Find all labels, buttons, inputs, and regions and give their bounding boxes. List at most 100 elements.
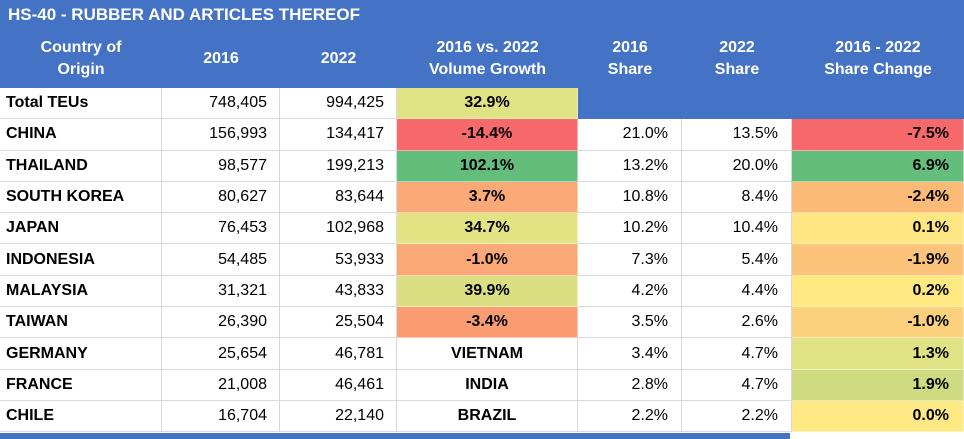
cell-country[interactable]: TAIWAN bbox=[0, 307, 162, 339]
cell-2016[interactable]: 54,485 bbox=[162, 244, 280, 276]
cell-country[interactable]: FRANCE bbox=[0, 369, 162, 401]
table-title-bar[interactable]: HS-40 - RUBBER AND ARTICLES THEREOF bbox=[0, 0, 964, 30]
cell-2022-share[interactable]: 2.2% bbox=[682, 400, 792, 433]
table-row: FRANCE 21,008 46,461 INDIA 2.8% 4.7% 1.9% bbox=[0, 369, 964, 401]
cell-2016[interactable]: 16,704 bbox=[162, 400, 280, 433]
cell-volume-growth[interactable]: -14.4% bbox=[397, 119, 578, 151]
cell-country[interactable]: GERMANY bbox=[0, 338, 162, 370]
header-label: 2022 bbox=[320, 49, 357, 67]
cell-volume-growth[interactable]: VIETNAM bbox=[397, 338, 578, 370]
cell-2022[interactable]: 199,213 bbox=[280, 150, 397, 182]
cell-2022-share[interactable]: 5.4% bbox=[682, 244, 792, 276]
table-row: Total TEUs 748,405 994,425 32.9% bbox=[0, 88, 964, 120]
cell-2016-share[interactable]: 13.2% bbox=[578, 150, 682, 182]
cell-2016[interactable]: 748,405 bbox=[162, 88, 280, 120]
cell-2016[interactable]: 80,627 bbox=[162, 181, 280, 214]
cell-share-change[interactable]: 6.9% bbox=[792, 150, 964, 182]
cell-share-change[interactable]: -1.0% bbox=[792, 307, 964, 339]
cell-2016-share[interactable]: 7.3% bbox=[578, 244, 682, 276]
header-label: Share bbox=[607, 61, 653, 78]
cell-2022[interactable]: 46,781 bbox=[280, 338, 397, 370]
table-row: CHINA 156,993 134,417 -14.4% 21.0% 13.5% -7.5% bbox=[0, 119, 964, 151]
cell-country[interactable]: JAPAN bbox=[0, 213, 162, 245]
cell-country[interactable]: Total TEUs bbox=[0, 88, 162, 120]
cell-2016[interactable]: 21,008 bbox=[162, 369, 280, 401]
cell-share-change[interactable]: -2.4% bbox=[792, 181, 964, 214]
cell-2016-share[interactable]: 10.8% bbox=[578, 181, 682, 214]
cell-volume-growth[interactable]: 32.9% bbox=[397, 88, 578, 120]
cell-share-change[interactable]: 0.2% bbox=[792, 275, 964, 308]
cell-2022[interactable]: 46,461 bbox=[280, 369, 397, 401]
cell-2022[interactable]: 102,968 bbox=[280, 213, 397, 245]
cell-country[interactable]: THAILAND bbox=[0, 150, 162, 182]
cell-2022[interactable]: 22,140 bbox=[280, 400, 397, 433]
table-body: Total TEUs 748,405 994,425 32.9% CHINA 156,99… bbox=[0, 88, 964, 433]
cell-share-change[interactable]: 0.1% bbox=[792, 213, 964, 245]
cell-2016[interactable]: 25,654 bbox=[162, 338, 280, 370]
header-cell-share-change[interactable]: 2016 - 2022 Share Change bbox=[792, 30, 964, 88]
cell-share-change[interactable]: -7.5% bbox=[792, 119, 964, 151]
cell-2016-share[interactable]: 3.4% bbox=[578, 338, 682, 370]
header-cell-2016-share[interactable]: 2016 Share bbox=[578, 30, 682, 88]
cell-volume-growth[interactable]: INDIA bbox=[397, 369, 578, 401]
table-row: TAIWAN 26,390 25,504 -3.4% 3.5% 2.6% -1.0% bbox=[0, 307, 964, 339]
cell-2022[interactable]: 43,833 bbox=[280, 275, 397, 308]
header-label: 2022 bbox=[719, 38, 755, 56]
cell-2022-share[interactable]: 13.5% bbox=[682, 119, 792, 151]
header-cell-volume-growth[interactable]: 2016 vs. 2022 Volume Growth bbox=[397, 30, 578, 88]
cell-share-change[interactable]: 1.9% bbox=[792, 369, 964, 401]
cell-volume-growth[interactable]: 3.7% bbox=[397, 181, 578, 214]
cell-2022[interactable]: 134,417 bbox=[280, 119, 397, 151]
header-label: Share bbox=[714, 61, 760, 78]
cell-volume-growth[interactable]: BRAZIL bbox=[397, 400, 578, 433]
cell-share-change[interactable]: 1.3% bbox=[792, 338, 964, 370]
header-cell-2022[interactable]: 2022 bbox=[280, 30, 397, 88]
cell-2016-share[interactable]: 10.2% bbox=[578, 213, 682, 245]
cell-2016[interactable]: 26,390 bbox=[162, 307, 280, 339]
cell-2016-share[interactable] bbox=[578, 88, 682, 120]
cell-2022-share[interactable]: 10.4% bbox=[682, 213, 792, 245]
header-cell-2022-share[interactable]: 2022 Share bbox=[682, 30, 792, 88]
cell-2022[interactable]: 83,644 bbox=[280, 181, 397, 214]
cell-volume-growth[interactable]: 39.9% bbox=[397, 275, 578, 308]
cell-share-change[interactable] bbox=[792, 88, 964, 120]
cell-2022-share[interactable]: 4.7% bbox=[682, 369, 792, 401]
header-cell-country[interactable]: Country of Origin bbox=[0, 30, 162, 88]
cell-2022-share[interactable]: 4.4% bbox=[682, 275, 792, 308]
cell-2016[interactable]: 31,321 bbox=[162, 275, 280, 308]
header-label: Country of bbox=[40, 38, 122, 56]
header-cell-2016[interactable]: 2016 bbox=[162, 30, 280, 88]
cell-volume-growth[interactable]: -1.0% bbox=[397, 244, 578, 276]
cell-country[interactable]: CHILE bbox=[0, 400, 162, 433]
cell-2022-share[interactable]: 20.0% bbox=[682, 150, 792, 182]
cell-volume-growth[interactable]: 102.1% bbox=[397, 150, 578, 182]
cell-2022[interactable]: 994,425 bbox=[280, 88, 397, 120]
cell-2022-share[interactable]: 4.7% bbox=[682, 338, 792, 370]
cell-volume-growth[interactable]: 34.7% bbox=[397, 213, 578, 245]
cell-2022[interactable]: 53,933 bbox=[280, 244, 397, 276]
cell-2016[interactable]: 156,993 bbox=[162, 119, 280, 151]
cell-2016-share[interactable]: 2.2% bbox=[578, 400, 682, 433]
table-row: MALAYSIA 31,321 43,833 39.9% 4.2% 4.4% 0.2% bbox=[0, 275, 964, 308]
cell-country[interactable]: SOUTH KOREA bbox=[0, 181, 162, 214]
cell-2016[interactable]: 76,453 bbox=[162, 213, 280, 245]
cell-2022[interactable]: 25,504 bbox=[280, 307, 397, 339]
cell-2016[interactable]: 98,577 bbox=[162, 150, 280, 182]
cell-2022-share[interactable] bbox=[682, 88, 792, 120]
cell-2022-share[interactable]: 8.4% bbox=[682, 181, 792, 214]
cell-2016-share[interactable]: 21.0% bbox=[578, 119, 682, 151]
header-label: 2016 - 2022 bbox=[835, 38, 921, 56]
cell-country[interactable]: CHINA bbox=[0, 119, 162, 151]
cell-2016-share[interactable]: 2.8% bbox=[578, 369, 682, 401]
cell-2022-share[interactable]: 2.6% bbox=[682, 307, 792, 339]
header-label: Share Change bbox=[824, 61, 932, 78]
cell-2016-share[interactable]: 4.2% bbox=[578, 275, 682, 308]
cell-share-change[interactable]: -1.9% bbox=[792, 244, 964, 276]
table-header-row: Country of Origin 2016 2022 2016 vs. 202… bbox=[0, 30, 964, 88]
cell-2016-share[interactable]: 3.5% bbox=[578, 307, 682, 339]
cell-share-change[interactable]: 0.0% bbox=[792, 400, 964, 433]
cell-country[interactable]: INDONESIA bbox=[0, 244, 162, 276]
cell-volume-growth[interactable]: -3.4% bbox=[397, 307, 578, 339]
cell-country[interactable]: MALAYSIA bbox=[0, 275, 162, 308]
next-table-partial-bar bbox=[0, 433, 790, 439]
